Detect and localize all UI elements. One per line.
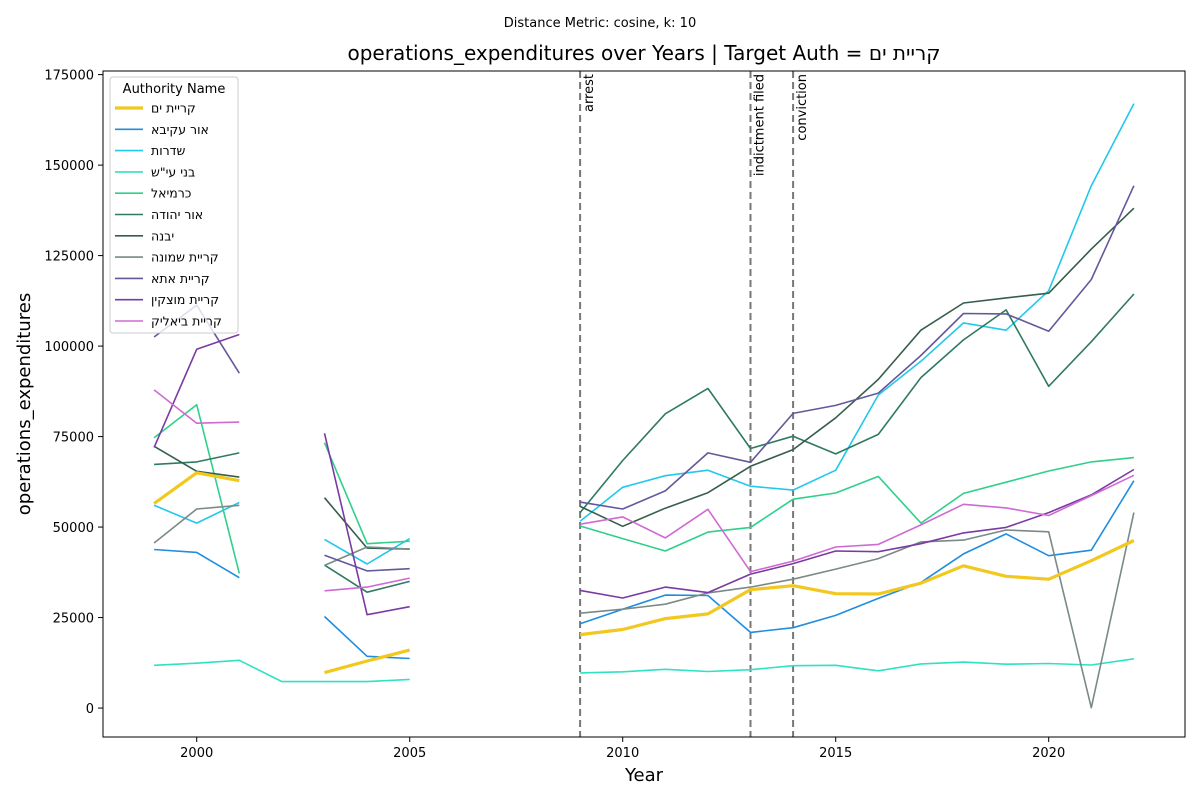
- y-tick-label: 175000: [44, 69, 94, 84]
- x-axis-label: Year: [624, 765, 664, 786]
- series-line: [153, 207, 1135, 550]
- y-tick-label: 75000: [53, 431, 94, 446]
- series-line: [153, 103, 1135, 565]
- legend-box: [109, 76, 239, 334]
- y-axis-label: operations_expenditures: [14, 293, 35, 515]
- y-tick-label: 25000: [53, 612, 94, 627]
- legend-entry: אור יהודה: [151, 207, 203, 222]
- series-line: [153, 333, 1135, 616]
- legend-entry: קריית ים: [151, 101, 196, 116]
- series-line: [154, 293, 1135, 593]
- x-tick-label: 2005: [393, 746, 426, 761]
- event-label: conviction: [795, 74, 810, 141]
- series-lines: [153, 103, 1135, 709]
- x-tick-label: 2000: [180, 746, 213, 761]
- plot-area-frame: [102, 70, 1186, 738]
- legend-entry: בני עי"ש: [151, 164, 195, 179]
- event-label: arrest: [582, 74, 597, 112]
- legend-title: Authority Name: [123, 82, 226, 97]
- event-lines: arrest indictment filed conviction: [579, 71, 810, 737]
- y-tick-label: 100000: [44, 340, 94, 355]
- x-tick-label: 2010: [606, 746, 639, 761]
- legend-entry: קריית אתא: [151, 271, 210, 286]
- event-label: indictment filed: [752, 74, 767, 176]
- legend: Authority Name קריית ים אור עקיבא שדרות בני …: [109, 76, 239, 334]
- chart-suptitle: Distance Metric: cosine, k: 10: [504, 16, 696, 31]
- x-tick-label: 2015: [819, 746, 852, 761]
- series-line: [153, 403, 1134, 574]
- chart-title: operations_expenditures over Years | Tar…: [348, 41, 941, 65]
- legend-entry: אור עקיבא: [151, 122, 209, 137]
- legend-entry: קריית מוצקין: [151, 292, 219, 307]
- series-line: [153, 389, 1135, 592]
- legend-entry: שדרות: [151, 143, 186, 158]
- y-tick-label: 125000: [44, 250, 94, 265]
- y-tick-label: 50000: [53, 521, 94, 536]
- x-tick-label: 2020: [1032, 746, 1065, 761]
- legend-entry: קריית שמונה: [151, 250, 219, 265]
- y-tick-label: 150000: [44, 159, 94, 174]
- legend-entry: יבנה: [151, 228, 174, 243]
- series-line: [154, 658, 1135, 683]
- series-line: [154, 480, 1135, 660]
- series-line: [153, 471, 1135, 675]
- series-line: [153, 185, 1135, 572]
- series-line: [153, 504, 1135, 709]
- y-tick-label: 0: [86, 702, 94, 717]
- legend-entry: קריית ביאליק: [151, 314, 222, 329]
- axes: 2000 2005 2010 2015 2020 0 25000 50000 75000 1000…: [44, 69, 1065, 761]
- legend-entry: כרמיאל: [151, 186, 191, 201]
